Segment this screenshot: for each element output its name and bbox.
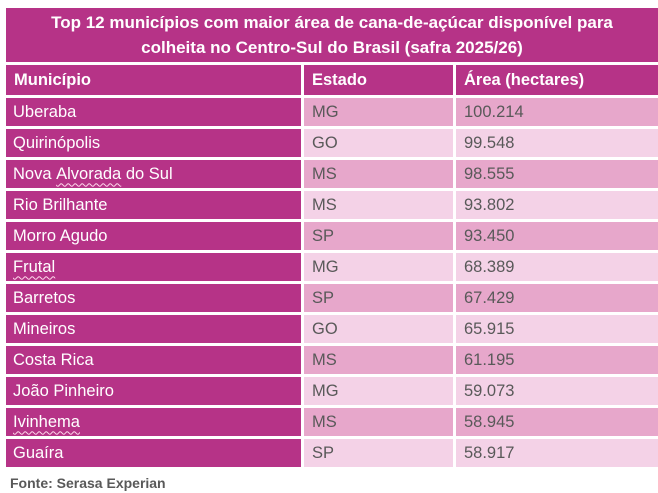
municipio-cell: Frutal <box>6 253 301 281</box>
column-header-1: Estado <box>304 65 453 95</box>
area-cell: 98.555 <box>456 160 658 188</box>
municipio-cell: Costa Rica <box>6 346 301 374</box>
municipio-cell: Morro Agudo <box>6 222 301 250</box>
municipio-cell: Guaíra <box>6 439 301 467</box>
estado-cell: SP <box>304 439 453 467</box>
estado-cell: GO <box>304 315 453 343</box>
estado-cell: GO <box>304 129 453 157</box>
municipio-cell: Barretos <box>6 284 301 312</box>
area-cell: 68.389 <box>456 253 658 281</box>
estado-cell: MG <box>304 253 453 281</box>
municipio-cell: Quirinópolis <box>6 129 301 157</box>
estado-cell: SP <box>304 222 453 250</box>
table-title: Top 12 municípios com maior área de cana… <box>6 8 658 62</box>
municipio-cell: Nova Alvorada do Sul <box>6 160 301 188</box>
area-cell: 99.548 <box>456 129 658 157</box>
area-cell: 65.915 <box>456 315 658 343</box>
municipio-cell: Rio Brilhante <box>6 191 301 219</box>
municipio-cell: João Pinheiro <box>6 377 301 405</box>
municipio-cell: Mineiros <box>6 315 301 343</box>
estado-cell: MS <box>304 408 453 436</box>
area-cell: 100.214 <box>456 98 658 126</box>
table-title-line-2: colheita no Centro-Sul do Brasil (safra … <box>141 38 523 57</box>
misspelled-word: Alvorada <box>56 164 122 183</box>
area-cell: 58.917 <box>456 439 658 467</box>
estado-cell: SP <box>304 284 453 312</box>
table-grid: Top 12 municípios com maior área de cana… <box>6 8 658 467</box>
estado-cell: MS <box>304 346 453 374</box>
estado-cell: MG <box>304 377 453 405</box>
area-cell: 61.195 <box>456 346 658 374</box>
table-title-line-1: Top 12 municípios com maior área de cana… <box>51 12 613 32</box>
municipio-cell: Ivinhema <box>6 408 301 436</box>
area-cell: 59.073 <box>456 377 658 405</box>
column-header-2: Área (hectares) <box>456 65 658 95</box>
misspelled-word: Ivinhema <box>13 412 80 431</box>
area-cell: 67.429 <box>456 284 658 312</box>
misspelled-word: Frutal <box>13 257 56 276</box>
municipio-cell: Uberaba <box>6 98 301 126</box>
estado-cell: MG <box>304 98 453 126</box>
area-cell: 93.450 <box>456 222 658 250</box>
area-cell: 93.802 <box>456 191 658 219</box>
estado-cell: MS <box>304 191 453 219</box>
area-cell: 58.945 <box>456 408 658 436</box>
source-note: Fonte: Serasa Experian <box>10 475 166 491</box>
estado-cell: MS <box>304 160 453 188</box>
sugarcane-area-table: Top 12 municípios com maior área de cana… <box>6 8 658 467</box>
column-header-0: Município <box>6 65 301 95</box>
